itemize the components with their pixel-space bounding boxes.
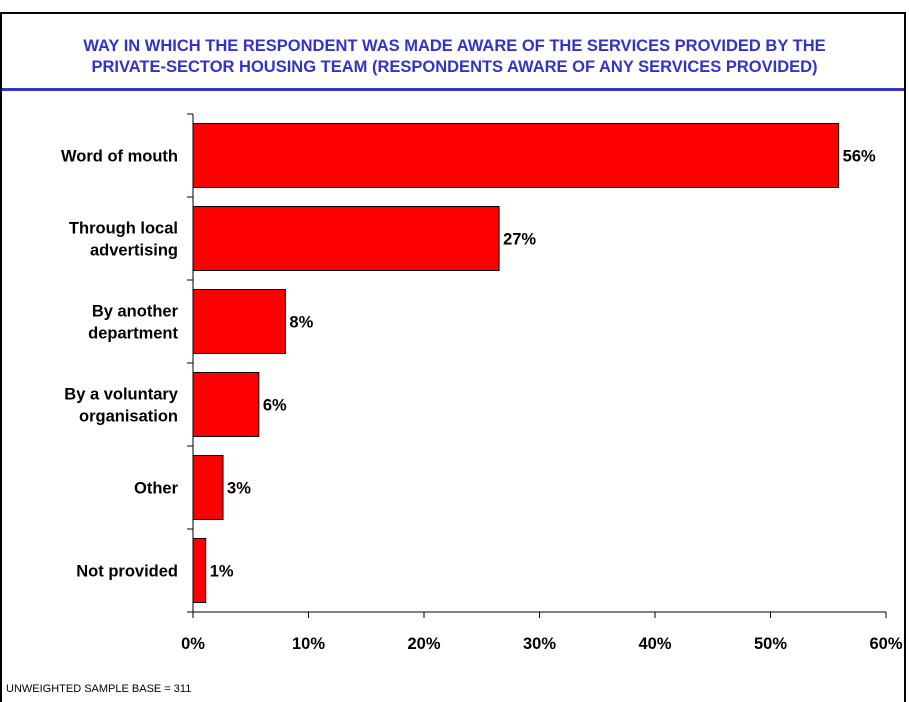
chart-frame: [0, 12, 906, 702]
x-tick-label: 50%: [754, 635, 787, 653]
chart-title-line-1: WAY IN WHICH THE RESPONDENT WAS MADE AWA…: [83, 37, 826, 55]
category-label-line: Through local: [69, 220, 178, 238]
bar-value-label: 8%: [289, 314, 313, 332]
x-tick-label: 20%: [407, 635, 440, 653]
bar-value-label: 3%: [227, 480, 251, 498]
x-tick-label: 10%: [292, 635, 325, 653]
category-label: By a voluntary organisation: [64, 386, 179, 426]
bar: [192, 372, 260, 437]
x-tick-label: 60%: [869, 635, 902, 653]
plot-labels: 56% Word of mouth 27% Through local advertis…: [61, 148, 876, 581]
bar: [192, 289, 286, 354]
x-tick-label: 30%: [523, 635, 556, 653]
sample-base-footnote: UNWEIGHTED SAMPLE BASE = 311: [6, 683, 192, 695]
title-underline: [2, 88, 904, 91]
chart-title: WAY IN WHICH THE RESPONDENT WAS MADE AWA…: [0, 36, 909, 78]
category-label-line: Other: [134, 480, 179, 498]
category-label-line: Not provided: [76, 563, 178, 581]
x-tick-label: 40%: [638, 635, 671, 653]
category-label: Word of mouth: [61, 148, 178, 166]
category-label: By another department: [88, 303, 178, 343]
bar: [192, 123, 840, 188]
plot-axes: 0% 10% 20% 30% 40% 50% 60%: [181, 113, 903, 653]
x-tick-label: 0%: [181, 635, 205, 653]
bar-value-label: 6%: [263, 397, 287, 415]
category-label-line: Word of mouth: [61, 148, 178, 166]
bar: [192, 538, 207, 603]
category-label: Through local advertising: [69, 220, 178, 260]
category-label-line: organisation: [79, 408, 178, 426]
bar: [192, 455, 224, 520]
chart-title-line-2: PRIVATE-SECTOR HOUSING TEAM (RESPONDENTS…: [91, 58, 818, 76]
bar-value-label: 1%: [210, 563, 234, 581]
category-label-line: advertising: [90, 242, 178, 260]
bar: [192, 206, 500, 271]
bar-value-label: 56%: [843, 148, 876, 166]
category-label-line: By a voluntary: [64, 386, 179, 404]
plot-bars: [192, 123, 840, 603]
category-label: Not provided: [76, 563, 178, 581]
bar-value-label: 27%: [503, 231, 536, 249]
category-label-line: By another: [92, 303, 179, 321]
category-label-line: department: [88, 325, 178, 343]
category-label: Other: [134, 480, 179, 498]
